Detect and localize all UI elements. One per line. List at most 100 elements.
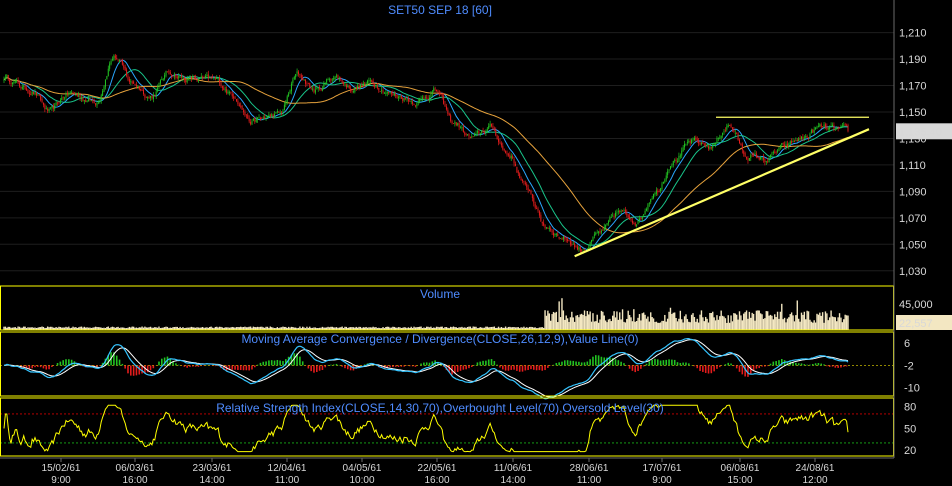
candle-body — [333, 78, 335, 80]
candle-body — [755, 153, 757, 158]
candle-body — [445, 106, 447, 110]
candle-body — [799, 138, 801, 140]
candle-body — [833, 125, 835, 129]
candle-body — [166, 71, 168, 73]
candle-body — [173, 74, 175, 77]
candle-body — [371, 80, 373, 82]
candle-body — [69, 92, 71, 94]
price-tick-label: 1,050 — [899, 239, 927, 251]
candle-body — [733, 128, 735, 133]
candle-body — [44, 104, 46, 109]
candle-body — [103, 86, 105, 92]
macd-signal-line — [3, 339, 849, 398]
candle-body — [212, 77, 214, 79]
candle-body — [493, 128, 495, 131]
candle-body — [357, 85, 359, 89]
candle-body — [195, 76, 197, 80]
candle-body — [655, 190, 657, 194]
candle-body — [540, 214, 542, 222]
candle-body — [819, 124, 821, 127]
candle-body — [61, 97, 63, 101]
candle-body — [685, 143, 687, 145]
candle-body — [165, 70, 167, 76]
candle-body — [547, 227, 549, 229]
candle-body — [722, 132, 724, 136]
candle-body — [319, 87, 321, 89]
candle-body — [669, 166, 671, 169]
candle-body — [684, 143, 686, 148]
candle-body — [281, 112, 283, 114]
candle-body — [290, 83, 292, 92]
candle-body — [610, 217, 612, 219]
candle-body — [42, 102, 44, 105]
candle-body — [754, 153, 756, 155]
candle-body — [643, 214, 645, 216]
candle-body — [719, 137, 721, 139]
candle-body — [271, 114, 273, 117]
candle-body — [197, 78, 199, 82]
candle-body — [331, 79, 333, 81]
candle-body — [410, 101, 412, 102]
candle-body — [127, 76, 129, 80]
candle-body — [224, 89, 226, 91]
candle-body — [699, 142, 701, 145]
candle-body — [791, 141, 793, 143]
candle-body — [95, 103, 97, 105]
candle-body — [813, 129, 815, 133]
candle-body — [653, 193, 655, 199]
candle-body — [269, 114, 271, 116]
candle-body — [37, 94, 39, 96]
candle-body — [99, 100, 101, 103]
candle-body — [793, 140, 795, 142]
candle-body — [817, 125, 819, 127]
candle-body — [82, 97, 84, 101]
price-tick-label: 1,030 — [899, 266, 927, 278]
candle-body — [633, 223, 635, 225]
candle-body — [458, 122, 460, 128]
candle-body — [767, 161, 769, 163]
candle-body — [278, 111, 280, 113]
candle-body — [231, 93, 233, 97]
candle-body — [164, 75, 166, 79]
candle-body — [839, 127, 841, 129]
candle-body — [24, 85, 26, 89]
candle-body — [286, 96, 288, 102]
candle-body — [529, 189, 531, 191]
candle-body — [630, 218, 632, 221]
candle-body — [576, 246, 578, 250]
candle-body — [66, 92, 68, 94]
candle-body — [568, 240, 570, 242]
candle-body — [393, 93, 395, 96]
candle-body — [664, 179, 666, 183]
candle-body — [140, 89, 142, 91]
candle-body — [235, 99, 237, 102]
candle-body — [505, 150, 507, 154]
candle-body — [192, 76, 194, 79]
candle-body — [489, 123, 491, 127]
candle-body — [207, 74, 209, 79]
candle-body — [516, 166, 518, 173]
candle-body — [492, 125, 494, 130]
candle-body — [434, 88, 436, 90]
candle-body — [612, 215, 614, 217]
candle-body — [567, 239, 569, 241]
candle-body — [227, 91, 229, 94]
candle-body — [448, 113, 450, 116]
candle-body — [533, 197, 535, 204]
time-tick-date: 04/05/61 — [343, 463, 382, 474]
candle-body — [297, 71, 299, 75]
candle-body — [808, 137, 810, 139]
candle-body — [558, 236, 560, 239]
candle-body — [147, 96, 149, 99]
volume-label: Volume — [420, 287, 460, 301]
candle-body — [706, 145, 708, 147]
candle-body — [161, 79, 163, 81]
candle-body — [45, 108, 47, 109]
candle-body — [520, 178, 522, 181]
candle-body — [193, 77, 195, 79]
candle-body — [138, 86, 140, 90]
candle-body — [469, 137, 471, 138]
candle-body — [675, 159, 677, 162]
candle-body — [452, 123, 454, 124]
